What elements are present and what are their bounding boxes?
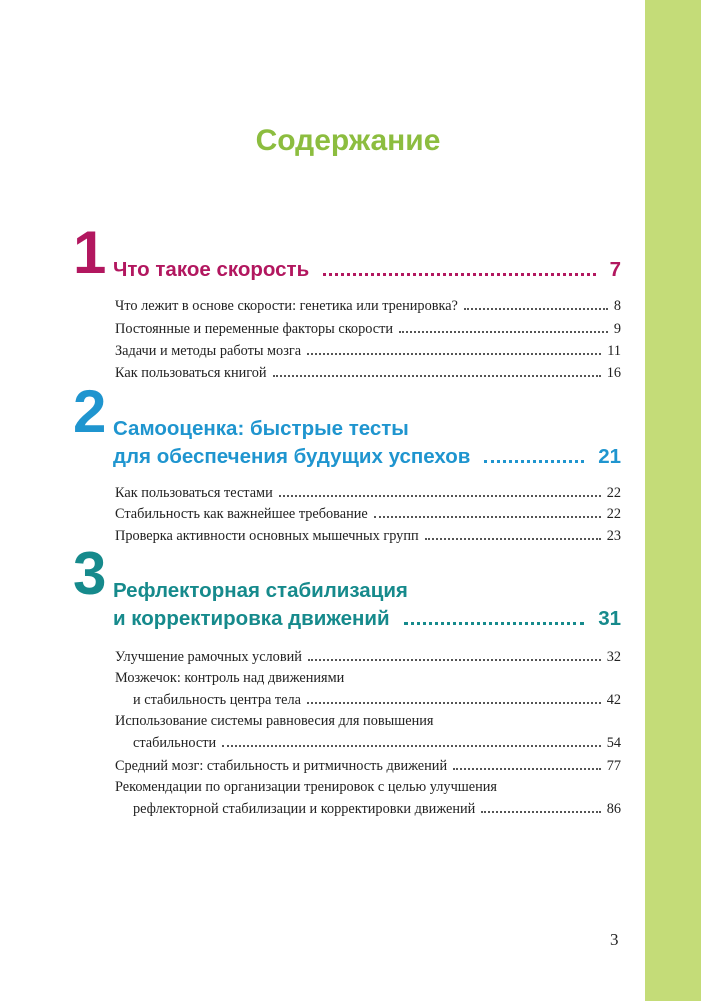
entry-title: Постоянные и переменные факторы скорости <box>115 321 393 337</box>
entry-title: Как пользоваться книгой <box>115 365 267 381</box>
entry-page: 54 <box>606 735 621 751</box>
chapter-heading: Что такое скорость 7 <box>113 256 621 284</box>
entry-title: стабильности <box>133 735 217 751</box>
entry-title: Как пользоваться тестами <box>115 485 273 501</box>
toc-entry: Улучшение рамочных условий 32 <box>115 646 621 668</box>
toc-entry: стабильности 54 <box>133 732 621 754</box>
dot-leader <box>403 621 585 625</box>
entry-page: 16 <box>606 365 621 381</box>
page-number: 3 <box>610 930 619 949</box>
entry-page: 22 <box>606 506 621 522</box>
entry-title: Задачи и методы работы мозга <box>115 343 302 359</box>
entry-title: Проверка активности основных мышечных гр… <box>115 528 419 544</box>
chapter-title: Что такое скорость <box>113 258 310 281</box>
toc-entry: Средний мозг: стабильность и ритмичность… <box>115 755 621 777</box>
chapter-number: 1 <box>73 219 107 286</box>
dot-leader <box>272 374 601 377</box>
toc-entry: Как пользоваться книгой 16 <box>115 362 621 384</box>
toc-entry: рефлекторной стабилизации и корректировк… <box>133 798 621 820</box>
entry-page: 22 <box>606 485 621 501</box>
chapter-page: 21 <box>598 445 621 468</box>
chapter-heading: и корректировка движений 31 <box>113 605 621 633</box>
entry-page: 77 <box>606 758 621 774</box>
dot-leader <box>481 810 601 813</box>
dot-leader <box>373 515 601 518</box>
entry-page: 32 <box>606 649 621 665</box>
dot-leader <box>307 352 602 355</box>
dot-leader <box>453 767 601 770</box>
entry-page: 86 <box>606 801 621 817</box>
page-title: Содержание <box>255 124 441 157</box>
entry-title: Средний мозг: стабильность и ритмичность… <box>115 758 448 774</box>
chapter-page: 31 <box>598 607 621 630</box>
dot-leader <box>306 701 601 704</box>
toc-entry: Задачи и методы работы мозга 11 <box>115 340 621 362</box>
chapter-title: для обеспечения будущих успехов <box>113 445 471 468</box>
entry-title: Улучшение рамочных условий <box>115 649 302 665</box>
dot-leader <box>398 330 608 333</box>
entry-page: 11 <box>607 343 621 359</box>
chapter-heading: Рефлекторная стабилизация <box>113 577 621 605</box>
toc-entry: Рекомендации по организации тренировок с… <box>115 776 621 798</box>
chapter-title: Самооценка: быстрые тесты <box>113 417 409 440</box>
side-band <box>645 0 701 1001</box>
entry-title: Стабильность как важнейшее требование <box>115 506 368 522</box>
entry-page: 23 <box>606 528 621 544</box>
toc-entry: Проверка активности основных мышечных гр… <box>115 525 621 547</box>
toc-entry: Мозжечок: контроль над движениями <box>115 667 621 689</box>
dot-leader <box>424 537 601 540</box>
dot-leader <box>463 307 608 310</box>
entry-title: Использование системы равновесия для пов… <box>115 713 434 729</box>
entry-title: Рекомендации по организации тренировок с… <box>115 779 497 795</box>
toc-entry: Что лежит в основе скорости: генетика ил… <box>115 295 621 317</box>
entry-page: 8 <box>613 298 621 314</box>
toc-entry: Постоянные и переменные факторы скорости… <box>115 318 621 340</box>
toc-entry: Стабильность как важнейшее требование 22 <box>115 503 621 525</box>
toc-entry: Как пользоваться тестами 22 <box>115 482 621 504</box>
dot-leader <box>484 459 585 463</box>
entry-page: 9 <box>613 321 621 337</box>
chapter-title: и корректировка движений <box>113 607 390 630</box>
entry-title: и стабильность центра тела <box>133 692 301 708</box>
chapter-number: 2 <box>73 378 107 445</box>
toc-entry: и стабильность центра тела 42 <box>133 689 621 711</box>
chapter-heading: для обеспечения будущих успехов 21 <box>113 443 621 471</box>
dot-leader <box>278 494 601 497</box>
chapter-heading: Самооценка: быстрые тесты <box>113 415 621 443</box>
dot-leader <box>307 658 601 661</box>
entry-title: Что лежит в основе скорости: генетика ил… <box>115 298 458 314</box>
chapter-page: 7 <box>609 258 621 281</box>
chapter-number: 3 <box>73 540 107 607</box>
dot-leader <box>222 744 601 747</box>
chapter-title: Рефлекторная стабилизация <box>113 579 408 602</box>
dot-leader <box>323 272 596 276</box>
toc-entry: Использование системы равновесия для пов… <box>115 710 621 732</box>
entry-title: Мозжечок: контроль над движениями <box>115 670 345 686</box>
entry-title: рефлекторной стабилизации и корректировк… <box>133 801 476 817</box>
entry-page: 42 <box>606 692 621 708</box>
